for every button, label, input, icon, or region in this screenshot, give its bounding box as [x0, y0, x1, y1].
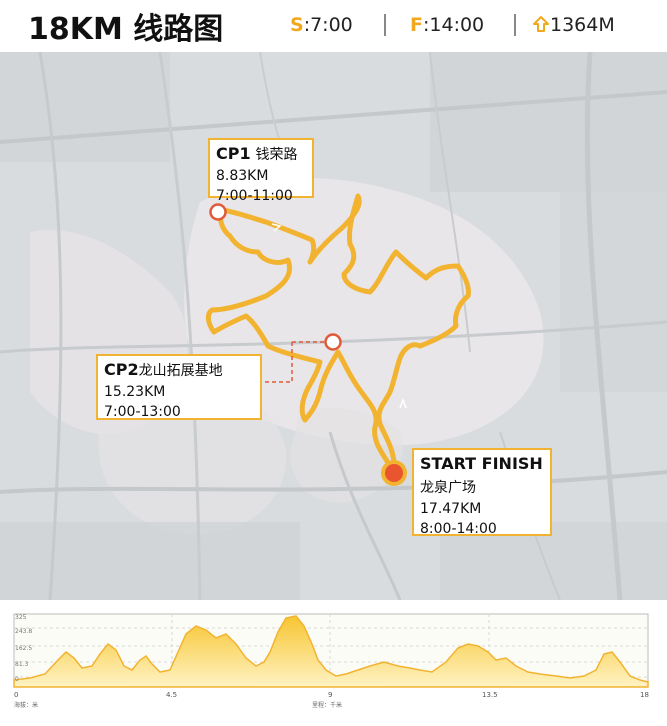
x-tick-0: 0 [14, 691, 18, 699]
start-time: S:7:00 [290, 14, 353, 36]
start-finish-name: 龙泉广场 [420, 480, 476, 496]
y-tick-162-5: 162.5 [15, 645, 32, 652]
cp2-name: 龙山拓展基地 [138, 363, 223, 379]
elevation-up-icon [533, 16, 549, 32]
checkpoint-cp2-marker[interactable] [323, 332, 343, 352]
cp1-name: 钱荣路 [255, 147, 298, 163]
cp2-time: 7:00-13:00 [104, 404, 181, 420]
cp1-callout: CP1 钱荣路 8.83KM 7:00-11:00 [208, 138, 314, 204]
elevation-value: 1364M [550, 14, 615, 36]
start-finish-distance: 17.47KM [420, 501, 482, 517]
y-axis-unit: 海拔：米 [14, 701, 38, 709]
x-tick-9: 9 [328, 691, 332, 699]
start-key: S [290, 14, 304, 36]
cp1-distance: 8.83KM [216, 168, 269, 184]
finish-key: F [410, 14, 423, 36]
cp2-distance: 15.23KM [104, 384, 166, 400]
x-tick-13-5: 13.5 [482, 691, 498, 699]
start-finish-time: 8:00-14:00 [420, 521, 497, 537]
x-tick-4-5: 4.5 [166, 691, 177, 699]
cp1-code: CP1 [216, 144, 251, 163]
map-background [0, 52, 667, 600]
cp2-callout: CP2龙山拓展基地 15.23KM 7:00-13:00 [96, 354, 262, 420]
cp1-title: CP1 钱荣路 [216, 144, 304, 164]
elevation-profile: 325 243.8 162.5 81.3 0 0 4.5 9 13.5 18 海… [0, 600, 667, 726]
start-finish-title: START FINISH [420, 454, 543, 473]
y-tick-243-8: 243.8 [15, 628, 32, 635]
divider [384, 14, 386, 36]
finish-time: F:14:00 [410, 14, 484, 36]
y-tick-325: 325 [15, 614, 27, 621]
divider [514, 14, 516, 36]
route-line [205, 193, 471, 476]
start-finish-code: START FINISH [420, 454, 543, 473]
cp2-title: CP2龙山拓展基地 [104, 360, 252, 380]
cp1-time: 7:00-11:00 [216, 188, 293, 204]
finish-time-value: :14:00 [422, 14, 485, 36]
route-map[interactable]: CP1 钱荣路 8.83KM 7:00-11:00 CP2龙山拓展基地 15.2… [0, 52, 667, 600]
start-finish-marker[interactable] [379, 458, 409, 488]
elevation-profile-chart: 325 243.8 162.5 81.3 0 0 4.5 9 13.5 18 海… [13, 613, 649, 709]
elevation-gain: 1364M [532, 14, 615, 36]
start-time-value: :7:00 [303, 14, 353, 36]
start-finish-callout: START FINISH 龙泉广场 17.47KM 8:00-14:00 [412, 448, 552, 537]
page-title: 18KM 线路图 [28, 12, 224, 47]
header: 18KM 线路图 S:7:00 F:14:00 1364M [0, 0, 667, 52]
x-axis-unit: 里程：千米 [312, 701, 342, 709]
checkpoint-cp1-marker[interactable] [208, 202, 228, 222]
x-tick-18: 18 [640, 691, 649, 699]
y-tick-81-3: 81.3 [15, 661, 29, 668]
y-tick-0: 0 [15, 676, 19, 683]
cp2-code: CP2 [104, 360, 139, 379]
